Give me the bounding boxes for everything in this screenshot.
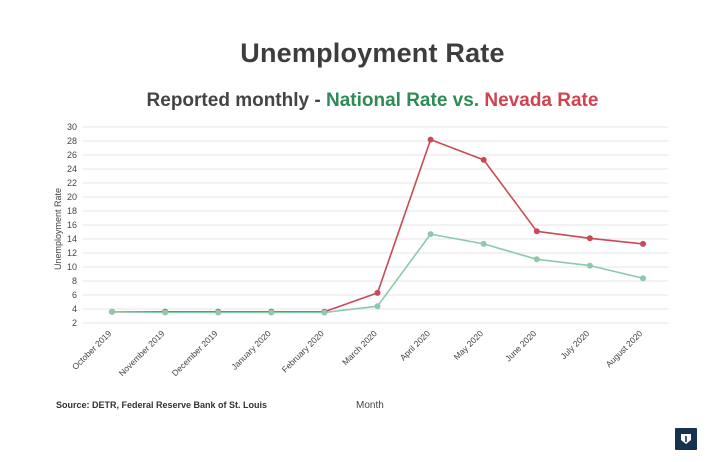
nevada-rate-line xyxy=(112,138,644,313)
national-rate-point xyxy=(480,240,487,247)
series-group xyxy=(109,136,646,316)
y-tick-label: 8 xyxy=(72,276,77,286)
x-tick-label: June 2020 xyxy=(503,328,538,363)
subtitle-prefix: Reported monthly - xyxy=(146,90,326,111)
x-tick-label: January 2020 xyxy=(229,328,273,372)
national-rate-point xyxy=(215,309,222,316)
y-axis-label: Unemployment Rate xyxy=(53,188,63,270)
national-rate-point xyxy=(586,262,593,269)
nevada-rate-point xyxy=(427,136,434,143)
national-rate-point xyxy=(427,231,434,238)
source-note: Source: DETR, Federal Reserve Bank of St… xyxy=(56,400,268,410)
shield-logo-icon xyxy=(675,428,697,450)
y-tick-label: 24 xyxy=(67,164,77,174)
chart-subtitle: Reported monthly - National Rate vs. Nev… xyxy=(0,90,720,112)
y-tick-label: 18 xyxy=(67,206,77,216)
x-tick-label: February 2020 xyxy=(280,328,326,374)
nevada-rate-point xyxy=(586,235,593,242)
nevada-rate-point xyxy=(480,156,487,163)
x-tick-label: April 2020 xyxy=(398,328,432,362)
nevada-rate-point xyxy=(533,228,540,235)
y-tick-label: 2 xyxy=(72,318,77,328)
x-tick-label: July 2020 xyxy=(559,328,592,361)
subtitle-national: National Rate xyxy=(325,90,448,111)
nevada-rate-point xyxy=(374,289,381,296)
y-tick-label: 26 xyxy=(67,150,77,160)
y-tick-label: 30 xyxy=(67,122,77,132)
y-tick-label: 16 xyxy=(67,220,77,230)
national-rate-line xyxy=(111,233,644,314)
x-tick-label: August 2020 xyxy=(604,328,645,369)
national-rate-point xyxy=(640,275,646,282)
x-tick-labels: October 2019 November 2019 December 2019 Ja… xyxy=(70,328,645,378)
x-tick-label: October 2019 xyxy=(70,328,114,372)
national-rate-point xyxy=(374,303,381,310)
national-rate-point xyxy=(109,308,115,315)
national-rate-point xyxy=(162,309,169,316)
chart-title: Unemployment Rate xyxy=(240,38,505,68)
national-rate-point xyxy=(268,309,275,316)
y-tick-label: 4 xyxy=(72,304,77,314)
x-tick-label: March 2020 xyxy=(340,328,379,367)
y-tick-label: 10 xyxy=(67,262,77,272)
gridlines xyxy=(83,126,668,324)
subtitle-nevada: Nevada Rate xyxy=(484,90,599,111)
y-tick-label: 20 xyxy=(67,192,77,202)
national-rate-point xyxy=(321,309,328,316)
y-tick-label: 14 xyxy=(67,234,77,244)
y-tick-label: 6 xyxy=(72,290,77,300)
y-tick-label: 12 xyxy=(67,248,77,258)
subtitle-middle: vs. xyxy=(447,90,485,111)
nevada-rate-point xyxy=(640,240,646,247)
x-tick-label: May 2020 xyxy=(452,328,486,362)
x-axis-label: Month xyxy=(356,400,384,411)
y-tick-label: 28 xyxy=(67,136,77,146)
x-tick-label: December 2019 xyxy=(170,328,220,378)
national-rate-point xyxy=(533,256,540,263)
y-tick-label: 22 xyxy=(67,178,77,188)
x-tick-label: November 2019 xyxy=(117,328,167,378)
